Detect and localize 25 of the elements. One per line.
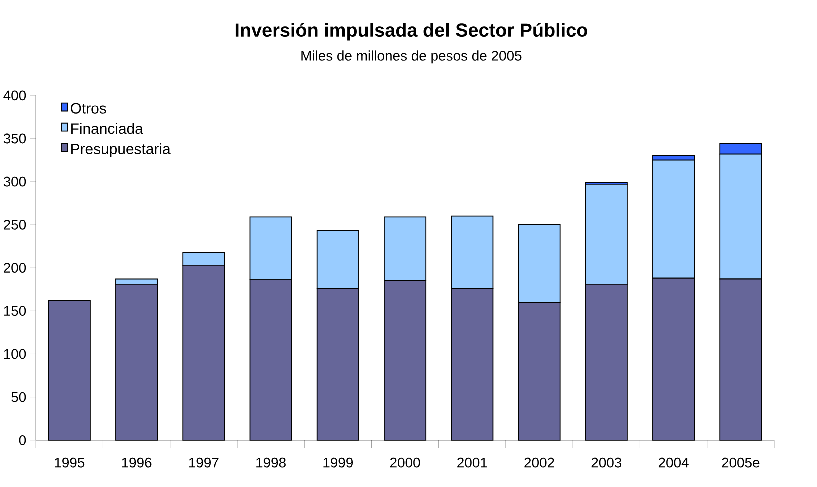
y-tick-label: 400 [4,90,26,100]
x-tick-label: 2002 [524,458,554,468]
y-tick-label: 200 [4,262,26,273]
x-tick-label: 1996 [122,458,152,468]
x-tick-label: 1999 [324,458,354,468]
x-tick-label: 1997 [189,458,219,468]
x-tick-label: 2001 [458,458,488,468]
legend-label: Financiada [72,123,144,134]
x-tick-label: 1995 [55,458,85,468]
legend-label: Otros [71,103,106,114]
x-tick-label: 2003 [592,458,622,468]
x-tick-label: 2005e [722,458,760,468]
x-tick-label: 1998 [256,458,286,468]
y-tick-label: 0 [19,435,26,446]
y-tick-label: 50 [12,392,26,402]
y-tick-label: 150 [4,306,26,316]
legend-label: Presupuestaria [72,143,171,158]
y-tick-label: 300 [4,176,26,187]
x-tick-label: 2000 [390,458,420,468]
chart-subtitle: Miles de millones de pesos de 2005 [302,50,522,64]
chart-title: Inversión impulsada del Sector Público [236,22,588,41]
y-tick-label: 250 [4,220,26,230]
x-tick-label: 2004 [658,458,689,468]
y-tick-label: 350 [4,134,26,144]
y-tick-label: 100 [4,349,26,360]
